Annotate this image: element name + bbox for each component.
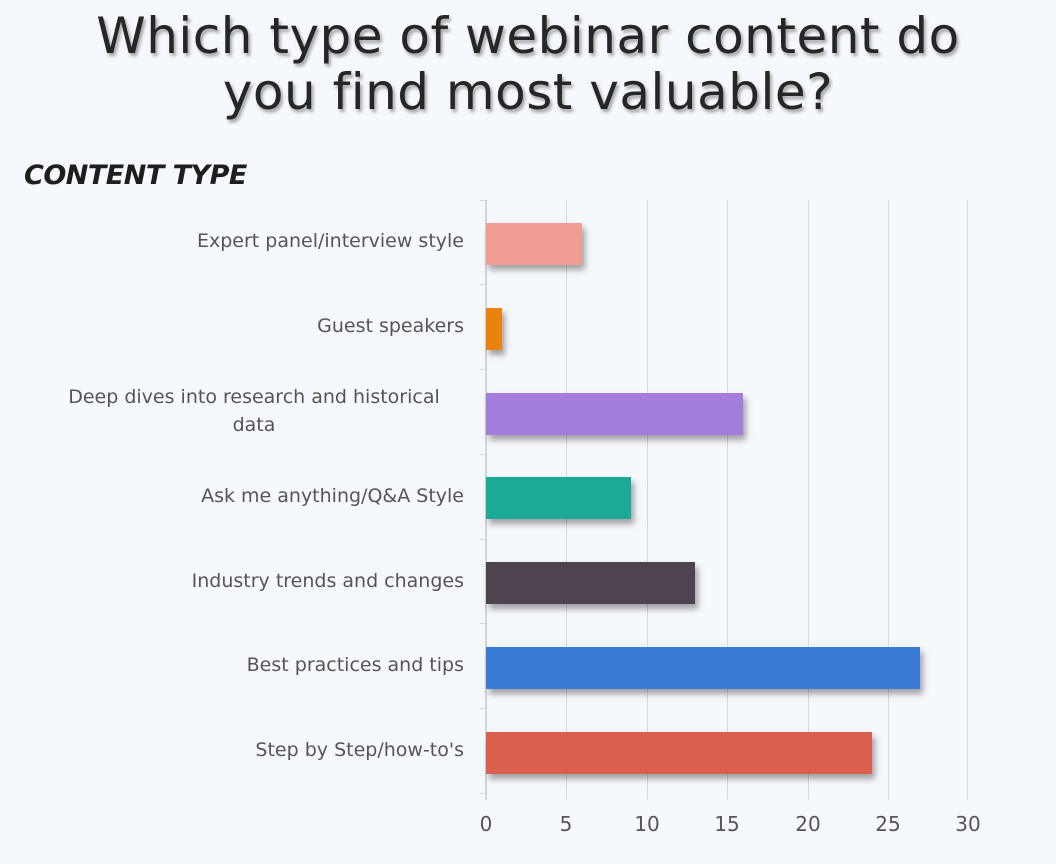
y-tick [480, 539, 486, 540]
y-tick [480, 708, 486, 709]
y-axis-title: CONTENT TYPE [24, 160, 247, 191]
y-tick [480, 623, 486, 624]
x-tick-label: 10 [634, 812, 660, 836]
y-tick [480, 284, 486, 285]
gridline-30 [967, 200, 968, 800]
x-tick-label: 20 [795, 812, 821, 836]
x-tick-label: 5 [559, 812, 573, 836]
category-label: Expert panel/interview style [196, 230, 464, 252]
chart-title-line-1: Which type of webinar content do [96, 7, 960, 65]
category-label: Step by Step/how-to's [255, 739, 464, 761]
y-tick [480, 200, 486, 201]
gridline-20 [808, 200, 809, 800]
plot-area [480, 200, 968, 800]
bar-expert-panel [486, 223, 583, 266]
bar-best-practices [486, 646, 920, 689]
y-tick [480, 369, 486, 370]
bar-deep-dives [486, 392, 744, 435]
bar-ask-me-anything [486, 477, 631, 520]
bar-step-by-step [486, 731, 872, 774]
category-label: Guest speakers [317, 315, 464, 337]
bar-industry-trends [486, 562, 695, 605]
y-tick [480, 454, 486, 455]
x-tick-label: 30 [955, 812, 981, 836]
bar-guest-speakers [486, 308, 503, 351]
x-tick-label: 25 [875, 812, 901, 836]
y-tick [480, 793, 486, 794]
gridline-15 [727, 200, 728, 800]
category-label: Industry trends and changes [191, 570, 464, 592]
category-label: Deep dives into research and historical … [68, 386, 440, 436]
chart-title: Which type of webinar content do you fin… [0, 8, 1056, 120]
category-label: Ask me anything/Q&A Style [201, 485, 464, 507]
x-tick-label: 0 [479, 812, 493, 836]
chart-title-line-2: you find most valuable? [222, 63, 834, 121]
gridline-25 [888, 200, 889, 800]
gridline-10 [647, 200, 648, 800]
x-tick-label: 15 [714, 812, 740, 836]
category-label: Best practices and tips [246, 654, 464, 676]
